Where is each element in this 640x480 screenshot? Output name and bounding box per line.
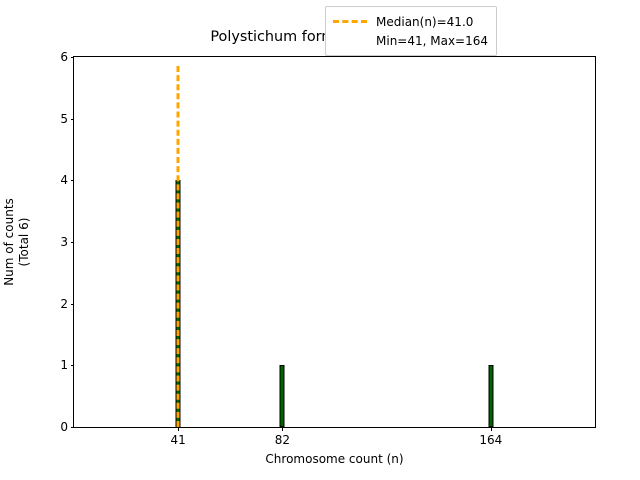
y-tick-label: 3 <box>60 235 68 249</box>
y-tick-label: 1 <box>60 358 68 373</box>
x-tick-label: 41 <box>170 433 186 447</box>
y-tick-mark <box>70 57 74 58</box>
x-tick-mark <box>490 427 492 431</box>
plot-inner: 0 1 2 3 4 <box>60 50 595 447</box>
x-tick-mark <box>178 427 180 431</box>
chart-legend: Median(n)=41.0 Min=41, Max=164 <box>325 6 498 56</box>
bar-82 <box>279 365 285 427</box>
y-tick-mark <box>70 242 74 243</box>
y-tick-label: 6 <box>60 50 68 64</box>
legend-entry-median: Median(n)=41.0 <box>333 12 488 31</box>
x-tick-mark <box>282 427 284 431</box>
y-tick-mark <box>70 303 74 305</box>
y-tick-label: 2 <box>60 296 68 311</box>
median-line <box>176 66 180 427</box>
plot-area: 0 1 2 3 4 <box>60 50 596 447</box>
legend-label: Median(n)=41.0 <box>376 14 474 29</box>
legend-dashed-line-icon <box>333 20 367 23</box>
y-tick-mark <box>70 180 74 182</box>
y-tick-mark <box>70 118 74 120</box>
legend-entry-minmax: Min=41, Max=164 <box>333 31 488 50</box>
x-axis-label: Chromosome count (n) <box>265 452 404 466</box>
y-tick-mark <box>70 365 74 367</box>
y-tick-label: 0 <box>60 420 68 434</box>
y-axis-label: Num of counts (Total 6) <box>2 198 31 286</box>
y-tick-mark <box>70 427 74 428</box>
y-tick-label: 4 <box>60 173 68 188</box>
x-tick-label: 82 <box>274 433 291 447</box>
bar-164 <box>488 365 494 427</box>
y-tick-label: 5 <box>60 111 68 126</box>
legend-label: Min=41, Max=164 <box>376 33 489 48</box>
x-tick-label: 164 <box>479 433 503 447</box>
